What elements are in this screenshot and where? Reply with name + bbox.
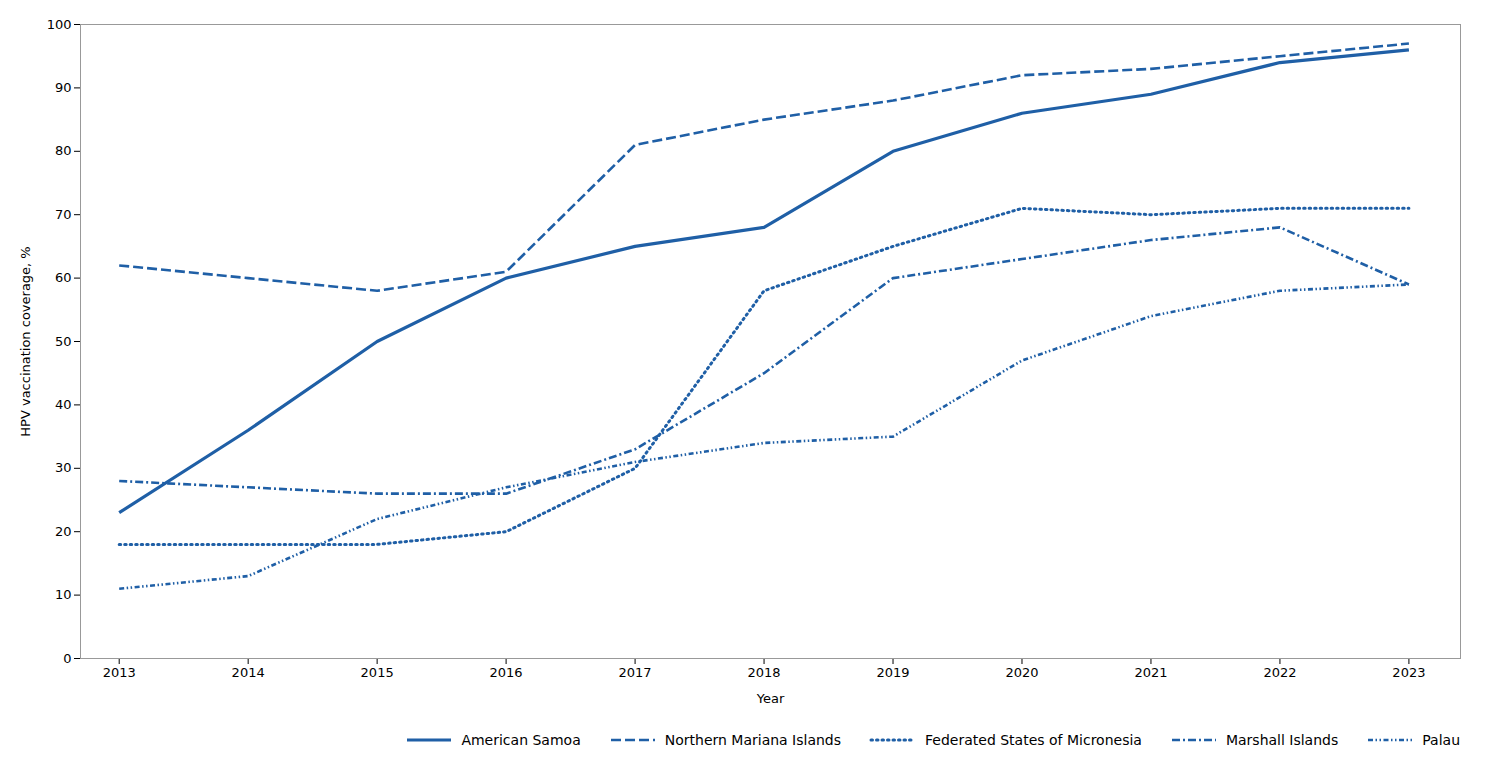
svg-text:50: 50 xyxy=(55,334,72,349)
svg-text:80: 80 xyxy=(55,143,72,158)
svg-text:90: 90 xyxy=(55,80,72,95)
svg-text:2019: 2019 xyxy=(876,665,909,680)
svg-text:10: 10 xyxy=(55,587,72,602)
svg-text:2022: 2022 xyxy=(1263,665,1296,680)
svg-text:30: 30 xyxy=(55,460,72,475)
svg-text:2017: 2017 xyxy=(619,665,652,680)
svg-text:70: 70 xyxy=(55,207,72,222)
svg-text:2015: 2015 xyxy=(361,665,394,680)
svg-text:2020: 2020 xyxy=(1005,665,1038,680)
svg-text:0: 0 xyxy=(63,651,71,666)
svg-text:HPV vaccination coverage, %: HPV vaccination coverage, % xyxy=(18,246,33,436)
svg-text:60: 60 xyxy=(55,270,72,285)
svg-text:2014: 2014 xyxy=(232,665,265,680)
html-text:Palau: Palau xyxy=(1422,732,1460,748)
svg-text:40: 40 xyxy=(55,397,72,412)
svg-text:2018: 2018 xyxy=(748,665,781,680)
html-text:Federated States of Micronesia: Federated States of Micronesia xyxy=(925,732,1142,748)
svg-text:Year: Year xyxy=(756,691,785,706)
html-text:Northern Mariana Islands: Northern Mariana Islands xyxy=(664,732,842,748)
svg-text:2023: 2023 xyxy=(1392,665,1425,680)
svg-text:20: 20 xyxy=(55,524,72,539)
svg-text:100: 100 xyxy=(47,17,72,32)
html-text:American Samoa: American Samoa xyxy=(461,732,581,748)
html-text:Marshall Islands: Marshall Islands xyxy=(1225,732,1339,748)
svg-text:2021: 2021 xyxy=(1134,665,1167,680)
svg-text:2016: 2016 xyxy=(490,665,523,680)
svg-text:2013: 2013 xyxy=(103,665,136,680)
